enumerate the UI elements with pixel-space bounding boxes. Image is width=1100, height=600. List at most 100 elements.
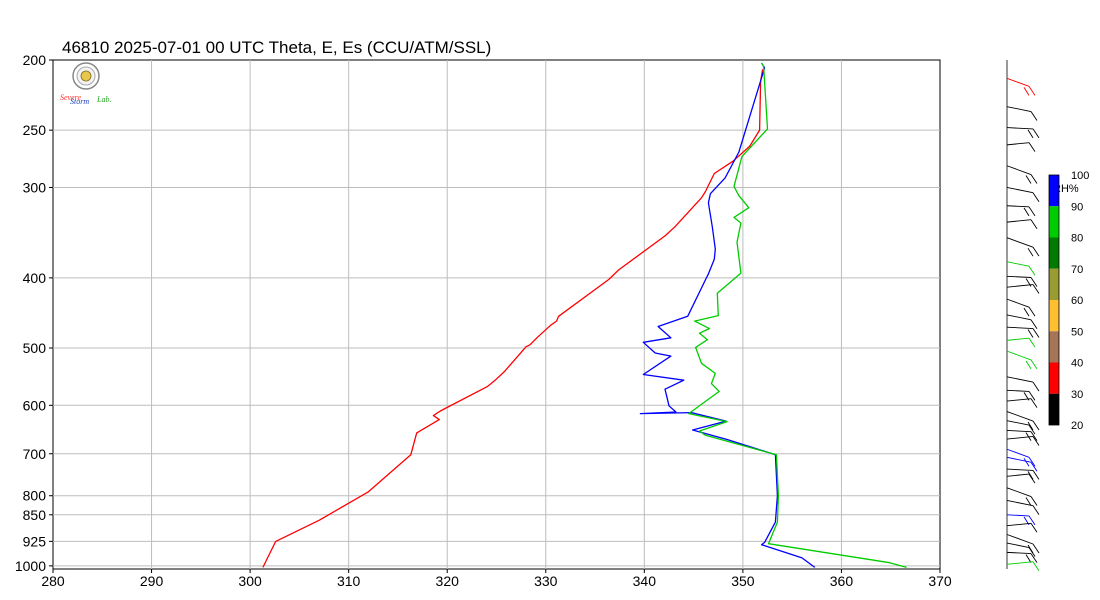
wind-barb-flag	[1032, 381, 1040, 392]
wind-barb-staff	[1006, 284, 1034, 288]
wind-barb-staff	[1006, 514, 1030, 517]
rh-tick-label: 90	[1071, 201, 1083, 213]
rh-swatch	[1049, 300, 1059, 332]
wind-barb-staff	[1006, 561, 1034, 565]
wind-barb-flag	[1030, 398, 1038, 408]
vertical-gridlines	[52, 60, 941, 573]
rh-tick-label: 30	[1071, 389, 1083, 401]
logo-text-storm: Storm	[70, 97, 89, 106]
wind-barb-staff	[1006, 205, 1030, 208]
wind-barb-staff	[1006, 542, 1030, 548]
series-line-2	[688, 62, 907, 569]
series-line-0	[262, 69, 764, 568]
rh-swatch	[1049, 206, 1059, 238]
y-tick-label: 400	[23, 270, 47, 286]
y-tick-label: 700	[23, 446, 47, 462]
y-tick-label: 250	[23, 122, 47, 138]
wind-barb-staff	[1006, 456, 1032, 463]
rh-tick-label: 80	[1071, 233, 1083, 245]
wind-barb-flag	[1030, 359, 1038, 370]
wind-barb-flag	[1032, 328, 1040, 338]
y-tick-label: 500	[23, 340, 47, 356]
wind-barb-flag	[1028, 391, 1036, 401]
rh-tick-label: 60	[1071, 295, 1083, 307]
wind-barb-staff	[1006, 468, 1034, 471]
logo-text-severe: Severe	[60, 93, 81, 102]
wind-barb-flag	[1027, 247, 1034, 257]
wind-barb-staff	[1006, 435, 1034, 440]
wind-barb-staff	[1006, 165, 1032, 175]
wind-barb-staff	[1006, 237, 1034, 248]
wind-barb-staff	[1006, 534, 1034, 545]
y-tick-labels: 200 250 300 400 500 600 700 800 850 925 1000	[15, 52, 46, 574]
horizontal-gridlines	[49, 59, 940, 567]
wind-barb-flag	[1027, 329, 1034, 338]
wind-barb-staff	[1006, 142, 1030, 146]
wind-barb-staff	[1006, 261, 1030, 267]
wind-barb-flag	[1028, 457, 1036, 467]
wind-barb-flag	[1030, 319, 1038, 330]
logo-text-lab: Lab.	[96, 95, 111, 104]
wind-barb-flag	[1028, 265, 1036, 276]
chart-title: 46810 2025-07-01 00 UTC Theta, E, Es (CC…	[62, 38, 491, 57]
wind-barb-flag	[1023, 87, 1030, 96]
plot-area: 280 290 300 310 320 330 340 350 360 370 200 250 300…	[15, 52, 952, 589]
x-tick-label: 370	[928, 573, 952, 589]
wind-barb-flag	[1032, 436, 1040, 446]
rh-swatches	[1048, 174, 1060, 426]
x-tick-label: 330	[534, 573, 558, 589]
rh-tick-labels: 100 90 80 70 60 50 40 30 20	[1071, 170, 1089, 432]
wind-barb-flag	[1030, 431, 1038, 441]
rh-tick-label: 40	[1071, 358, 1083, 370]
wind-barb-staff	[1006, 487, 1032, 497]
wind-barb-staff	[1006, 430, 1032, 433]
wind-barb-flag	[1023, 307, 1030, 317]
wind-barb-staff	[1006, 298, 1030, 308]
wind-barb-staff	[1006, 420, 1030, 426]
x-tick-label: 290	[140, 573, 164, 589]
wind-barbs	[1006, 77, 1040, 571]
series-layer	[262, 62, 907, 569]
wind-barb-flag	[1025, 175, 1032, 184]
wind-barb-staff	[1006, 350, 1032, 361]
wind-barb-staff	[1006, 473, 1030, 477]
wind-barb-staff	[1006, 448, 1030, 458]
rh-tick-label: 20	[1071, 420, 1083, 432]
wind-barb-flag	[1028, 424, 1036, 435]
rh-swatch	[1049, 268, 1059, 300]
rh-swatch	[1049, 175, 1059, 207]
wind-barb-staff	[1006, 389, 1030, 392]
wind-barb-staff	[1006, 499, 1034, 507]
wind-barb-flag	[1025, 360, 1032, 370]
wind-barb-flag	[1028, 142, 1036, 152]
wind-barb-flag	[1030, 219, 1038, 229]
y-tick-label: 925	[23, 533, 47, 549]
wind-barb-flag	[1032, 192, 1040, 202]
wind-barb-flag	[1032, 561, 1040, 571]
wind-barb-flag	[1028, 515, 1036, 526]
rh-colorbar: RH% 100 90 80 70 60 50 40 30 20	[1048, 170, 1089, 432]
rh-label: RH%	[1053, 183, 1079, 195]
plot-frame	[52, 59, 941, 570]
wind-barb-staff	[1006, 326, 1034, 329]
x-tick-labels: 280 290 300 310 320 330 340 350 360 370	[41, 573, 952, 589]
y-tick-label: 300	[23, 179, 47, 195]
wind-barb-flag	[1023, 207, 1030, 217]
wind-barb-staff	[1006, 77, 1030, 87]
wind-barb-flag	[1027, 129, 1034, 139]
wind-barb-flag	[1023, 458, 1030, 467]
wind-barb-flag	[1032, 246, 1040, 257]
wind-barb-flag	[1028, 473, 1036, 484]
wind-barb-staff	[1006, 219, 1032, 223]
wind-barb-flag	[1025, 497, 1032, 506]
x-tick-label: 350	[731, 573, 755, 589]
wind-barb-flag	[1028, 206, 1036, 217]
wind-barb-staff	[1006, 337, 1030, 341]
rh-tick-label: 70	[1071, 264, 1083, 276]
wind-barb-staff	[1006, 275, 1032, 278]
wind-barb-flag	[1028, 337, 1036, 348]
wind-barb-staff	[1006, 376, 1034, 383]
series-line-1	[639, 62, 816, 568]
wind-barb-flag	[1032, 128, 1040, 139]
